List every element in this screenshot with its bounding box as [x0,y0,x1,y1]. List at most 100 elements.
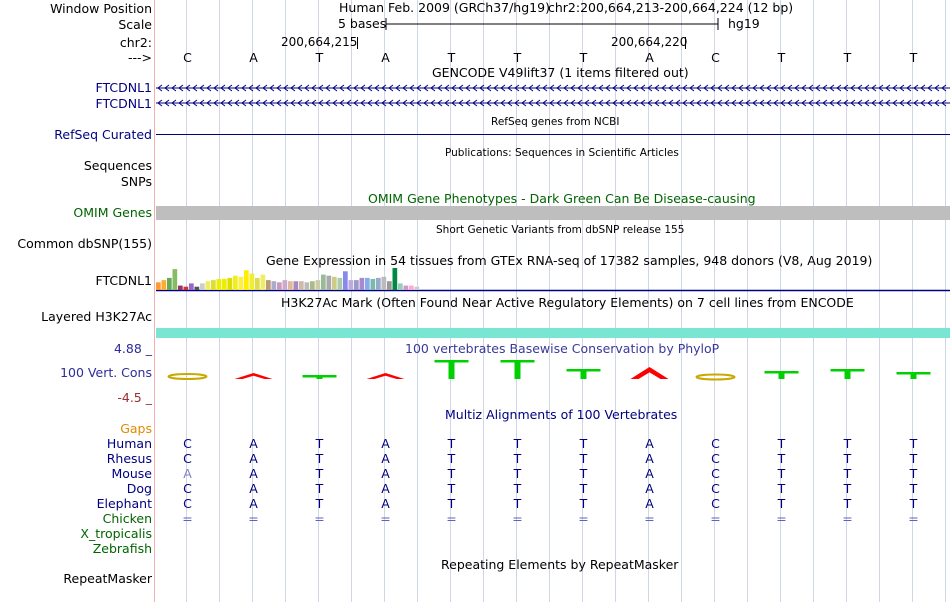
strand-chevron [304,99,310,107]
strand-chevron [584,84,590,92]
strand-chevron [521,99,527,107]
strand-chevron [479,84,485,92]
aligned-base: C [183,481,192,496]
strand-chevron [500,99,506,107]
gtex-tissue-bar [403,285,409,290]
aligned-base: A [645,466,654,481]
species-label[interactable]: Mouse [111,466,152,481]
strand-chevron [255,84,261,92]
aligned-base: = [776,511,787,526]
strand-chevron [878,99,884,107]
strand-chevron [381,84,387,92]
strand-chevron [374,84,380,92]
h3k27ac-signal-bar[interactable] [156,328,950,338]
aligned-base: T [447,481,456,496]
gene-label-ftcdnl1-b[interactable]: FTCDNL1 [95,96,153,111]
strand-chevron [766,84,772,92]
strand-chevron [542,84,548,92]
strand-chevron [850,99,856,107]
gencode-gene-lines[interactable] [156,82,950,112]
strand-chevron [381,99,387,107]
strand-chevron [591,99,597,107]
omim-feature-bar[interactable] [156,206,950,220]
species-label[interactable]: Chicken [102,511,152,526]
cons-track-label[interactable]: 100 Vert. Cons [60,365,152,380]
strand-chevron [787,99,793,107]
gtex-tissue-bar [304,282,310,290]
strand-chevron [913,84,919,92]
aligned-base: T [579,451,588,466]
strand-chevron [346,84,352,92]
strand-chevron [234,99,240,107]
species-label[interactable]: X_tropicalis [80,526,152,541]
strand-chevron [311,99,317,107]
strand-chevron [178,99,184,107]
refseq-gene-line[interactable] [156,134,950,135]
sequences-track-label[interactable]: Sequences [83,158,152,173]
refseq-track-label[interactable]: RefSeq Curated [54,127,152,142]
strand-chevron [731,84,737,92]
strand-chevron [563,99,569,107]
strand-chevron [465,99,471,107]
gene-label-ftcdnl1-a[interactable]: FTCDNL1 [95,80,153,95]
strand-chevron [549,84,555,92]
aligned-base: A [381,466,390,481]
strand-chevron [871,84,877,92]
strand-chevron [563,84,569,92]
species-label[interactable]: Dog [126,481,152,496]
gtex-tissue-bar [370,279,376,290]
species-label[interactable]: Human [106,436,152,451]
aligned-base: T [909,466,918,481]
species-label[interactable]: Rhesus [106,451,152,466]
strand-chevron [703,99,709,107]
phylop-conservation-chart[interactable] [156,355,950,385]
label-column-divider [154,0,155,602]
publications-track-title: Publications: Sequences in Scientific Ar… [445,147,679,159]
aligned-base: = [182,511,193,526]
aligned-base: C [711,451,720,466]
strand-chevron [171,84,177,92]
strand-chevron [682,99,688,107]
aligned-base: T [777,496,786,511]
strand-chevron [920,84,926,92]
strand-chevron [227,99,233,107]
strand-chevron [892,99,898,107]
strand-chevron [290,84,296,92]
gtex-tissue-bar [271,281,277,290]
strand-chevron [696,99,702,107]
strand-chevron [556,99,562,107]
strand-chevron [857,84,863,92]
strand-chevron [773,99,779,107]
reference-base: T [447,50,456,65]
aligned-base: T [579,436,588,451]
strand-chevron [423,84,429,92]
gtex-tissue-bar [315,280,321,290]
strand-chevron [794,84,800,92]
strand-chevron [241,99,247,107]
repeatmasker-track-label[interactable]: RepeatMasker [63,571,152,586]
strand-chevron [731,99,737,107]
gtex-gene-label[interactable]: FTCDNL1 [95,273,153,288]
gtex-expression-chart[interactable] [156,266,950,292]
h3k27ac-track-label[interactable]: Layered H3K27Ac [41,309,152,324]
aligned-base: A [249,451,258,466]
position-title: chr2:200,664,213-200,664,224 (12 bp) [548,0,794,15]
strand-chevron [864,99,870,107]
gtex-tissue-bar [161,280,167,290]
dbsnp-track-label[interactable]: Common dbSNP(155) [17,236,152,251]
species-label[interactable]: Zebrafish [92,541,152,556]
strand-chevron [927,99,933,107]
strand-chevron [626,84,632,92]
species-label[interactable]: Elephant [96,496,152,511]
strand-chevron [878,84,884,92]
omim-track-label[interactable]: OMIM Genes [73,205,152,220]
strand-chevron [864,84,870,92]
gtex-tissue-bar [200,283,205,290]
snps-track-label[interactable]: SNPs [120,174,152,189]
strand-chevron [353,84,359,92]
strand-chevron [836,99,842,107]
strand-chevron [416,84,422,92]
strand-chevron [885,84,891,92]
aligned-base: C [711,496,720,511]
strand-chevron [801,84,807,92]
